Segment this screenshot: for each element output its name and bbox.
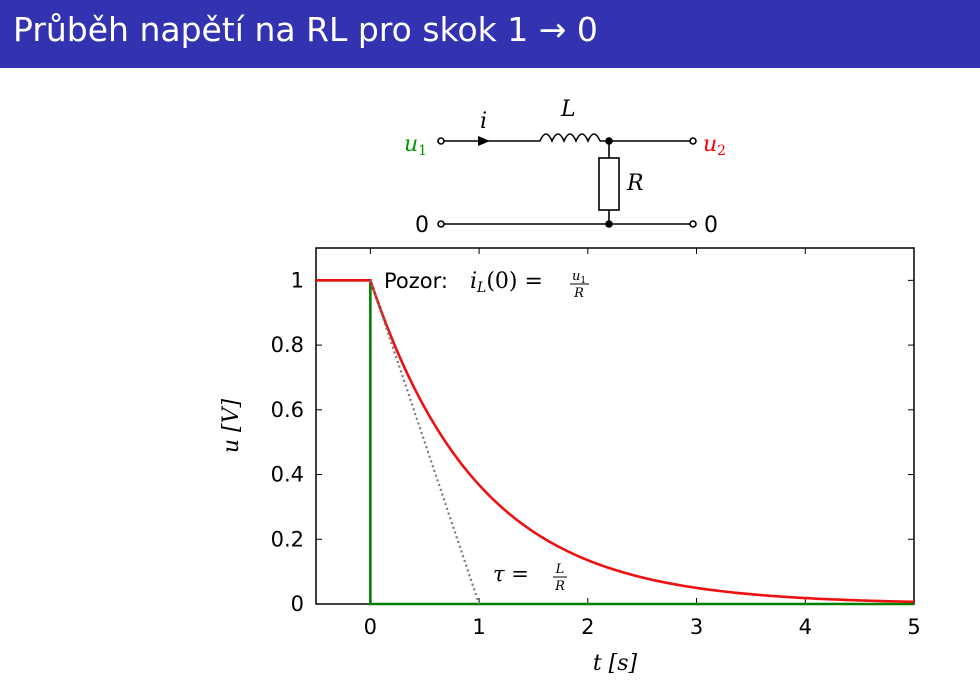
current-label: i	[480, 109, 487, 134]
tau-annotation: τ = L R	[493, 562, 567, 594]
y-axis-label: u [V]	[219, 398, 244, 453]
ground-left-label: 0	[415, 213, 429, 238]
tau-denominator: R	[554, 579, 565, 594]
y-tick-label: 0.2	[271, 527, 304, 551]
x-tick-label: 5	[907, 615, 920, 639]
output-voltage-label: u2	[703, 132, 726, 159]
current-arrow-icon	[478, 136, 490, 146]
y-tick-label: 0.8	[271, 333, 304, 357]
tau-lhs: τ =	[493, 562, 529, 586]
tick-marks	[316, 248, 915, 605]
x-tick-label: 0	[364, 615, 377, 639]
resistor-label: R	[626, 171, 644, 196]
inductor	[539, 133, 601, 144]
pozor-denominator: R	[573, 286, 584, 301]
input-voltage-label: u1	[404, 132, 427, 159]
slide-title: Průběh napětí na RL pro skok 1 → 0	[13, 10, 598, 49]
series-u2	[316, 279, 915, 604]
plot-frame	[315, 247, 915, 605]
terminal-in-bottom	[437, 220, 445, 228]
junction-top	[605, 137, 613, 145]
plot: 0 1 2 3 4 5 0 0.2 0.4 0.6 0.8 1	[271, 247, 921, 639]
pozor-lhs: iL(0) =	[470, 269, 543, 296]
title-bar: Průběh napětí na RL pro skok 1 → 0	[0, 0, 980, 68]
x-tick-label: 1	[472, 615, 485, 639]
terminal-out-top	[689, 137, 697, 145]
curves	[316, 279, 915, 606]
series-u1	[316, 279, 914, 606]
y-tick-label: 0.4	[271, 463, 304, 487]
figure: u1 u2 i L R 0 0 0 1 2 3 4 5 0 0.2 0.4 0.6 0.8 1 t […	[219, 97, 921, 676]
pozor-annotation: Pozor: iL(0) = u1 R	[384, 269, 589, 301]
y-tick-label: 0.6	[271, 398, 304, 422]
junction-bottom	[605, 220, 613, 228]
x-tick-label: 3	[690, 615, 703, 639]
tick-labels: 0 1 2 3 4 5 0 0.2 0.4 0.6 0.8 1	[271, 268, 921, 639]
ground-right-label: 0	[704, 213, 718, 238]
series-tangent	[369, 280, 481, 605]
pozor-numerator: u1	[572, 269, 586, 286]
x-tick-label: 2	[581, 615, 594, 639]
y-tick-label: 1	[291, 268, 304, 292]
terminal-in-top	[437, 137, 445, 145]
inductor-label: L	[560, 97, 576, 122]
y-tick-label: 0	[291, 592, 304, 616]
x-axis-label: t [s]	[593, 651, 638, 676]
x-tick-label: 4	[799, 615, 812, 639]
circuit-diagram	[437, 133, 697, 228]
tau-numerator: L	[555, 562, 565, 577]
pozor-text: Pozor:	[384, 269, 448, 293]
resistor	[598, 157, 620, 211]
terminal-out-bottom	[689, 220, 697, 228]
